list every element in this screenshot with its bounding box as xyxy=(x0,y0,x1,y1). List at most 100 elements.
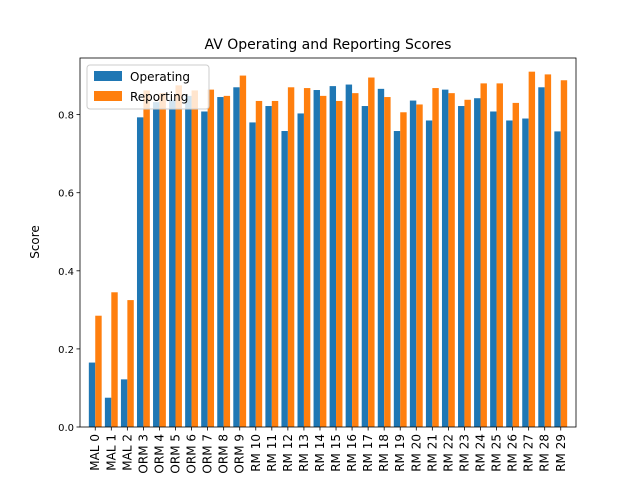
x-tick-label: RM 22 xyxy=(441,434,455,472)
x-tick-label: ORM 5 xyxy=(169,434,183,474)
bar-reporting-13 xyxy=(303,88,311,428)
bar-reporting-7 xyxy=(207,89,215,427)
bar-operating-12 xyxy=(281,131,288,427)
x-tick-label: MAL 0 xyxy=(88,434,102,471)
bar-operating-17 xyxy=(361,106,369,428)
x-tick-label: RM 24 xyxy=(473,434,487,472)
bar-reporting-17 xyxy=(368,77,375,428)
y-tick-label: 0.2 xyxy=(58,345,74,356)
x-tick-label: RM 12 xyxy=(281,434,295,472)
bar-operating-6 xyxy=(185,95,192,427)
bar-reporting-27 xyxy=(528,71,536,428)
bar-operating-27 xyxy=(522,118,529,428)
bar-reporting-10 xyxy=(255,100,263,427)
x-tick-label: RM 20 xyxy=(409,434,423,472)
bar-reporting-9 xyxy=(239,75,247,428)
x-tick-label: RM 17 xyxy=(361,434,375,472)
x-tick-label: RM 19 xyxy=(393,434,407,472)
bar-reporting-19 xyxy=(400,112,407,428)
bar-operating-26 xyxy=(506,120,513,427)
legend-label-reporting: Reporting xyxy=(130,90,188,104)
y-tick-label: 0.0 xyxy=(58,423,74,434)
bar-operating-22 xyxy=(441,89,449,427)
bar-reporting-24 xyxy=(480,83,487,427)
bar-operating-25 xyxy=(490,111,497,427)
x-tick-label: MAL 1 xyxy=(104,434,118,471)
y-tick-label: 0.6 xyxy=(58,189,74,200)
bar-reporting-29 xyxy=(560,80,568,427)
bar-operating-7 xyxy=(201,111,208,427)
x-tick-label: RM 23 xyxy=(457,434,471,472)
x-tick-label: RM 26 xyxy=(506,434,520,472)
bar-reporting-11 xyxy=(271,100,279,427)
bar-reporting-21 xyxy=(432,88,439,428)
bar-reporting-2 xyxy=(127,300,134,427)
bar-operating-28 xyxy=(538,87,545,428)
x-tick-label: RM 10 xyxy=(249,434,263,472)
x-tick-label: RM 15 xyxy=(329,434,343,472)
bar-operating-4 xyxy=(153,102,160,427)
x-tick-label: RM 18 xyxy=(377,434,391,472)
chart-title: AV Operating and Reporting Scores xyxy=(205,37,452,53)
bar-operating-20 xyxy=(409,100,417,428)
x-tick-label: RM 25 xyxy=(490,434,504,472)
plot-frame xyxy=(79,57,577,428)
x-tick-label: RM 28 xyxy=(538,434,552,472)
bar-operating-5 xyxy=(169,99,176,428)
bar-operating-15 xyxy=(329,86,337,427)
x-tick-label: RM 13 xyxy=(297,434,311,472)
x-tick-label: ORM 7 xyxy=(201,434,215,474)
legend-label-operating: Operating xyxy=(130,70,190,84)
x-tick-label: RM 14 xyxy=(313,434,327,472)
bar-operating-8 xyxy=(217,97,224,428)
x-tick-label: MAL 2 xyxy=(120,434,134,471)
x-tick-label: RM 27 xyxy=(522,434,536,472)
x-tick-label: RM 16 xyxy=(345,434,359,472)
bar-reporting-0 xyxy=(95,315,102,427)
bar-reporting-6 xyxy=(191,90,198,428)
bar-operating-29 xyxy=(554,131,561,427)
y-axis-label: Score xyxy=(28,225,42,259)
legend: Operating Reporting xyxy=(86,64,210,110)
bar-reporting-8 xyxy=(223,95,231,427)
x-tick-label: RM 21 xyxy=(425,434,439,472)
x-tick-label: ORM 4 xyxy=(152,434,166,474)
bar-reporting-16 xyxy=(352,93,359,428)
x-tick-label: RM 29 xyxy=(554,434,568,472)
bar-reporting-20 xyxy=(416,104,423,427)
x-tick-label: RM 11 xyxy=(265,434,279,472)
bar-reporting-12 xyxy=(287,87,295,428)
bar-operating-9 xyxy=(233,87,240,428)
axes-layer: 0.0 0.2 0.4 0.6 0.8 MAL 0 MAL 1 MAL 2 ORM 3 ORM 4… xyxy=(58,57,577,474)
bar-reporting-23 xyxy=(464,99,471,428)
bar-reporting-25 xyxy=(496,83,503,427)
bar-reporting-1 xyxy=(111,292,118,427)
bar-operating-13 xyxy=(297,113,304,427)
bar-reporting-15 xyxy=(336,100,343,427)
bar-operating-1 xyxy=(104,397,112,427)
bar-operating-3 xyxy=(136,117,144,427)
bar-reporting-14 xyxy=(319,95,327,427)
legend-swatch-operating xyxy=(94,71,122,81)
bar-operating-14 xyxy=(313,90,320,428)
bar-reporting-5 xyxy=(175,85,182,427)
bar-reporting-3 xyxy=(143,90,150,428)
bar-operating-11 xyxy=(265,106,272,428)
bar-operating-24 xyxy=(474,98,481,427)
bar-operating-21 xyxy=(425,120,433,427)
bar-operating-18 xyxy=(377,88,385,427)
bar-reporting-26 xyxy=(512,102,520,428)
bar-reporting-22 xyxy=(448,93,455,428)
bar-operating-19 xyxy=(393,131,401,427)
legend-swatch-reporting xyxy=(94,91,122,101)
bar-operating-16 xyxy=(345,84,353,428)
x-tick-label: ORM 3 xyxy=(136,434,150,474)
y-tick-label: 0.8 xyxy=(58,111,74,122)
bar-reporting-4 xyxy=(159,93,166,428)
bar-operating-0 xyxy=(88,362,96,427)
bars-layer xyxy=(88,71,568,428)
x-tick-label: ORM 8 xyxy=(217,434,231,474)
bar-operating-10 xyxy=(249,122,256,427)
